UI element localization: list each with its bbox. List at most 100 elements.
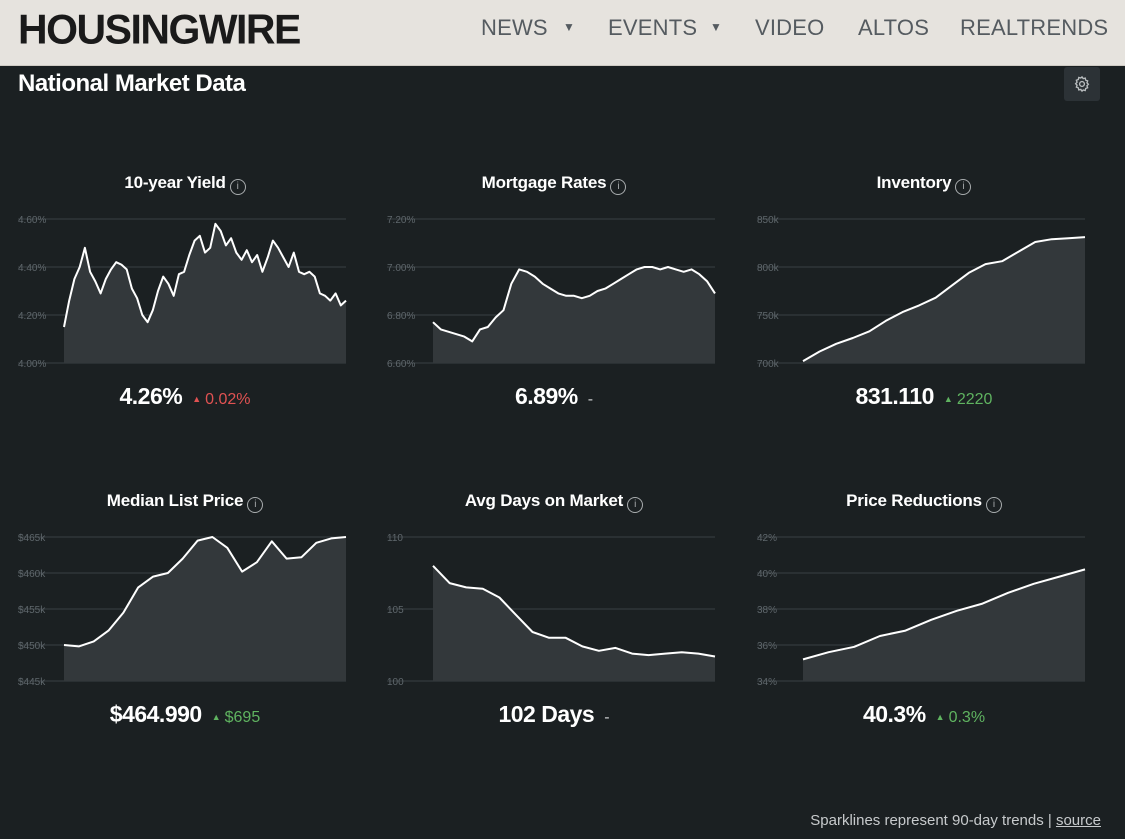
metric-value-row: 40.3% ▲ 0.3%	[739, 701, 1109, 728]
footer-note: Sparklines represent 90-day trends | sou…	[810, 812, 1101, 829]
metric-value: 40.3%	[862, 701, 926, 727]
up-arrow-icon: ▲	[943, 394, 953, 404]
metric-change-value: $695	[224, 709, 261, 726]
panel-title: Median List Price i	[0, 491, 370, 513]
settings-button[interactable]	[1064, 67, 1100, 101]
sparkline-area	[64, 223, 346, 363]
sparkline-line	[63, 222, 347, 328]
sparkline-area	[803, 237, 1085, 363]
nav-video[interactable]: VIDEO	[755, 15, 825, 40]
median-list-price-panel: Median List Price i $465k $460k $455k $450k $4…	[0, 491, 370, 751]
info-icon[interactable]: i	[247, 497, 264, 513]
y-tick-label: 4.60%	[18, 215, 46, 226]
metric-value-row: 6.89% -	[369, 383, 739, 410]
sparkline-chart: $465k $460k $455k $450k $445k	[18, 533, 347, 688]
metric-value: 6.89%	[514, 383, 578, 409]
metric-value: 4.26%	[119, 383, 183, 409]
y-tick-label: 750k	[757, 311, 780, 322]
up-arrow-icon: ▲	[192, 394, 202, 404]
sparkline-line	[432, 565, 716, 658]
y-tick-label: 7.20%	[387, 215, 415, 226]
y-tick-label: 4.40%	[18, 263, 46, 274]
source-link[interactable]: source	[1055, 812, 1101, 829]
info-icon[interactable]: i	[627, 497, 644, 513]
nav-altos[interactable]: ALTOS	[858, 15, 930, 40]
metric-value-row: 102 Days -	[369, 701, 739, 728]
metric-value-row: 4.26% ▲ 0.02%	[0, 383, 370, 410]
metric-change: ▲ $695	[212, 709, 261, 726]
top-navigation-bar: HOUSINGWIRE NEWS ▼ EVENTS ▼ VIDEO ALTOS …	[0, 0, 1125, 66]
metric-change-value: -	[604, 709, 610, 726]
metric-change-value: 0.3%	[948, 709, 986, 726]
nav-realtrends[interactable]: REALTRENDS	[960, 15, 1109, 40]
y-tick-label: 34%	[757, 677, 777, 688]
sparkline-chart: 110 105 100	[387, 533, 716, 688]
info-icon[interactable]: i	[955, 179, 972, 195]
y-tick-label: 4.20%	[18, 311, 46, 322]
y-tick-label: 110	[387, 533, 403, 544]
metric-change-value: 0.02%	[205, 391, 251, 408]
chevron-down-icon[interactable]: ▼	[710, 20, 722, 34]
y-tick-label: 850k	[757, 215, 780, 226]
panel-title-text: Inventory	[876, 173, 952, 192]
y-tick-label: 700k	[757, 359, 780, 370]
y-tick-label: 38%	[757, 605, 777, 616]
y-tick-label: 7.00%	[387, 263, 415, 274]
metric-value-row: 831.110 ▲ 2220	[739, 383, 1109, 410]
sparkline-area	[803, 569, 1085, 681]
info-icon[interactable]: i	[985, 497, 1002, 513]
panel-title: Price Reductions i	[739, 491, 1109, 513]
y-tick-label: $450k	[18, 641, 46, 652]
sparkline-chart: 850k 800k 750k 700k	[757, 215, 1086, 370]
panel-title: Mortgage Rates i	[369, 173, 739, 195]
nav-events[interactable]: EVENTS	[608, 15, 698, 40]
up-arrow-icon: ▲	[935, 712, 945, 722]
y-tick-label: 40%	[757, 569, 777, 580]
housingwire-logo[interactable]: HOUSINGWIRE	[18, 5, 301, 53]
nav-news[interactable]: NEWS	[481, 15, 548, 40]
metric-change: ▲ 0.02%	[192, 391, 250, 408]
price-reductions-panel: Price Reductions i 42% 40% 38% 36% 34% 40.3% ▲ 0.…	[739, 491, 1109, 751]
gear-icon	[1074, 75, 1090, 93]
sparkline-line	[432, 266, 716, 343]
inventory-panel: Inventory i 850k 800k 750k 700k 831.110 ▲ 2220	[739, 173, 1109, 433]
metric-change-value: -	[587, 391, 594, 408]
up-arrow-icon: ▲	[211, 712, 221, 722]
metric-value: 102 Days	[498, 701, 595, 727]
footer-text: Sparklines represent 90-day trends |	[810, 812, 1052, 829]
sparkline-area	[64, 537, 346, 681]
metric-value: $464.990	[109, 701, 202, 727]
avg-days-on-market-panel: Avg Days on Market i 110 105 100 102 Days -	[369, 491, 739, 751]
sparkline-line	[63, 536, 347, 648]
sparkline-line	[802, 568, 1086, 661]
10-year-yield-panel: 10-year Yield i 4.60% 4.40% 4.20% 4.00% 4.26% ▲…	[0, 173, 370, 433]
info-icon[interactable]: i	[229, 179, 246, 195]
y-tick-label: $455k	[18, 605, 46, 616]
y-tick-label: 42%	[757, 533, 777, 544]
y-tick-label: $460k	[18, 569, 46, 580]
panel-title: Avg Days on Market i	[369, 491, 739, 513]
metric-change: -	[604, 709, 609, 726]
info-icon[interactable]: i	[610, 179, 627, 195]
y-tick-label: 800k	[757, 263, 780, 274]
chevron-down-icon[interactable]: ▼	[563, 20, 575, 34]
sparkline-area	[433, 267, 715, 363]
panel-title-text: Median List Price	[106, 491, 244, 510]
y-tick-label: 6.80%	[387, 311, 415, 322]
panel-title-text: 10-year Yield	[124, 173, 226, 192]
y-tick-label: 100	[387, 677, 404, 688]
metric-change: ▲ 2220	[944, 391, 993, 408]
y-tick-label: 105	[387, 605, 404, 616]
panel-title-text: Price Reductions	[846, 491, 982, 510]
metric-change: -	[588, 391, 593, 408]
y-tick-label: 4.00%	[18, 359, 46, 370]
sparkline-chart: 4.60% 4.40% 4.20% 4.00%	[18, 215, 347, 370]
sparkline-chart: 42% 40% 38% 36% 34%	[757, 533, 1086, 688]
sparkline-area	[433, 565, 715, 681]
metric-change: ▲ 0.3%	[936, 709, 985, 726]
y-tick-label: $465k	[18, 533, 46, 544]
page-title: National Market Data	[18, 70, 246, 97]
sparkline-chart: 7.20% 7.00% 6.80% 6.60%	[387, 215, 716, 370]
metric-change-value: 2220	[956, 391, 993, 408]
panel-title: Inventory i	[739, 173, 1109, 195]
